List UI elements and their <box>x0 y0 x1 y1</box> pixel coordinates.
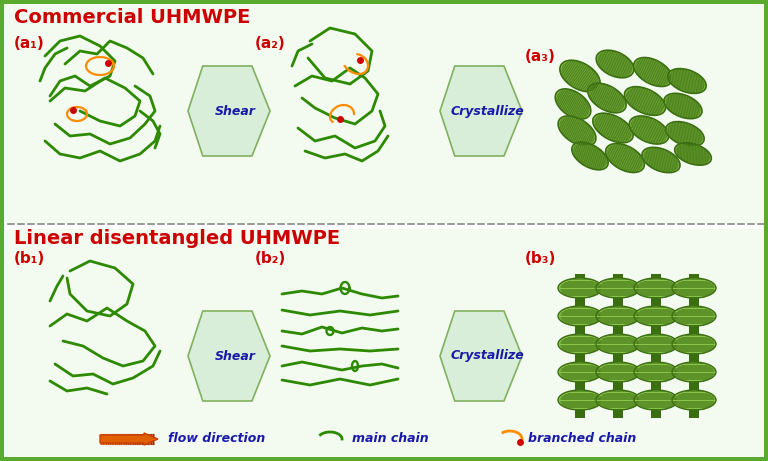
Text: flow direction: flow direction <box>168 432 265 445</box>
Ellipse shape <box>558 306 602 326</box>
Text: (b₂): (b₂) <box>255 251 286 266</box>
Ellipse shape <box>596 334 640 354</box>
Ellipse shape <box>593 113 634 143</box>
Ellipse shape <box>588 83 626 113</box>
Ellipse shape <box>634 278 678 298</box>
Bar <box>575 273 585 419</box>
Ellipse shape <box>558 334 602 354</box>
Polygon shape <box>188 66 270 156</box>
Text: Shear: Shear <box>214 105 256 118</box>
Polygon shape <box>440 311 522 401</box>
FancyBboxPatch shape <box>4 4 764 224</box>
Ellipse shape <box>624 87 666 115</box>
Ellipse shape <box>558 390 602 410</box>
Ellipse shape <box>664 93 702 118</box>
Ellipse shape <box>668 69 706 94</box>
Text: Commercial UHMWPE: Commercial UHMWPE <box>14 8 250 27</box>
Text: main chain: main chain <box>352 432 429 445</box>
Text: (b₁): (b₁) <box>14 251 45 266</box>
Ellipse shape <box>672 278 716 298</box>
Ellipse shape <box>672 334 716 354</box>
Text: (b₃): (b₃) <box>525 251 556 266</box>
Ellipse shape <box>642 148 680 173</box>
FancyBboxPatch shape <box>4 229 764 457</box>
Text: Shear: Shear <box>214 349 256 362</box>
Text: Crystallize: Crystallize <box>450 349 524 362</box>
Ellipse shape <box>606 143 644 172</box>
Text: (a₁): (a₁) <box>14 36 45 51</box>
Ellipse shape <box>672 390 716 410</box>
Ellipse shape <box>596 278 640 298</box>
Bar <box>651 273 661 419</box>
Ellipse shape <box>596 362 640 382</box>
Text: branched chain: branched chain <box>528 432 636 445</box>
Text: (a₃): (a₃) <box>525 49 556 64</box>
Ellipse shape <box>672 306 716 326</box>
Ellipse shape <box>572 142 608 170</box>
Ellipse shape <box>596 306 640 326</box>
Bar <box>689 273 699 419</box>
Ellipse shape <box>634 58 672 87</box>
Ellipse shape <box>558 278 602 298</box>
Ellipse shape <box>558 362 602 382</box>
Ellipse shape <box>634 390 678 410</box>
Ellipse shape <box>634 306 678 326</box>
Bar <box>613 273 623 419</box>
Ellipse shape <box>555 89 591 119</box>
Ellipse shape <box>674 143 711 165</box>
Text: (a₂): (a₂) <box>255 36 286 51</box>
Ellipse shape <box>666 122 704 147</box>
Ellipse shape <box>596 390 640 410</box>
Ellipse shape <box>558 116 596 146</box>
Text: Crystallize: Crystallize <box>450 105 524 118</box>
Polygon shape <box>440 66 522 156</box>
Ellipse shape <box>596 50 634 78</box>
Ellipse shape <box>560 60 600 92</box>
Ellipse shape <box>629 116 669 144</box>
Polygon shape <box>188 311 270 401</box>
Ellipse shape <box>634 334 678 354</box>
Ellipse shape <box>634 362 678 382</box>
FancyArrow shape <box>100 433 158 445</box>
Text: Linear disentangled UHMWPE: Linear disentangled UHMWPE <box>14 229 340 248</box>
Ellipse shape <box>672 362 716 382</box>
